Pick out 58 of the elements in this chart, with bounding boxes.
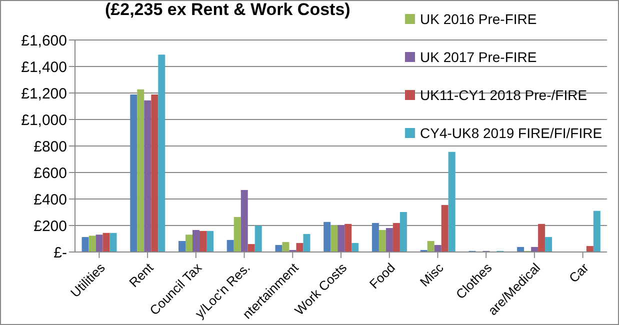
bar <box>296 242 304 252</box>
bar <box>593 210 600 252</box>
bar <box>137 89 144 252</box>
bar <box>538 224 546 252</box>
x-tick-label: Misc <box>416 260 447 290</box>
bar <box>400 212 407 252</box>
bar <box>158 54 166 252</box>
y-tick-label: £1,000 <box>21 112 67 129</box>
bar <box>186 234 192 252</box>
x-tick-label: Car <box>566 260 592 286</box>
bar <box>192 230 200 252</box>
y-tick-label: £1,200 <box>21 85 67 102</box>
bar <box>386 228 393 252</box>
bar <box>248 244 255 252</box>
bar <box>130 94 138 252</box>
chart-title: (£2,235 ex Rent & Work Costs) <box>105 0 350 20</box>
bar <box>344 224 352 252</box>
bar <box>303 234 310 252</box>
bar <box>352 242 359 252</box>
y-tick-label: £400 <box>34 191 67 208</box>
bar <box>96 234 103 252</box>
bar <box>144 100 152 252</box>
legend-label: UK 2017 Pre-FIRE <box>420 49 537 65</box>
y-tick-label: £1,600 <box>21 32 67 50</box>
bar <box>254 226 262 252</box>
bar <box>545 237 552 252</box>
bar <box>82 237 89 252</box>
legend-label: UK 2016 Pre-FIRE <box>420 11 537 27</box>
bar <box>378 230 386 252</box>
legend-label: UK11-CY1 2018 Pre-/FIRE <box>420 87 588 103</box>
bar <box>282 242 290 252</box>
bar <box>110 232 117 252</box>
y-tick-label: £800 <box>34 138 67 156</box>
bar <box>234 217 241 252</box>
bar <box>586 246 594 252</box>
bar <box>240 190 248 252</box>
y-tick-label: £600 <box>34 164 67 182</box>
bar <box>448 152 456 252</box>
bar <box>441 204 448 252</box>
bar <box>102 232 110 252</box>
bar <box>88 236 96 252</box>
bar <box>226 240 234 252</box>
bar <box>324 222 331 252</box>
bar <box>434 244 442 252</box>
bar <box>178 241 186 252</box>
bar <box>338 224 345 252</box>
bar <box>372 222 379 252</box>
y-tick-label: £- <box>54 244 67 262</box>
y-tick-label: £200 <box>34 218 67 235</box>
legend-label: CY4-UK8 2019 FIRE/FI/FIRE <box>420 125 602 141</box>
bar <box>330 225 338 252</box>
bar <box>200 230 206 252</box>
bar <box>275 244 282 252</box>
bar <box>206 230 214 252</box>
bar <box>392 222 400 252</box>
y-tick-label: £1,400 <box>21 58 67 76</box>
bar <box>427 241 434 252</box>
bar <box>151 94 158 252</box>
